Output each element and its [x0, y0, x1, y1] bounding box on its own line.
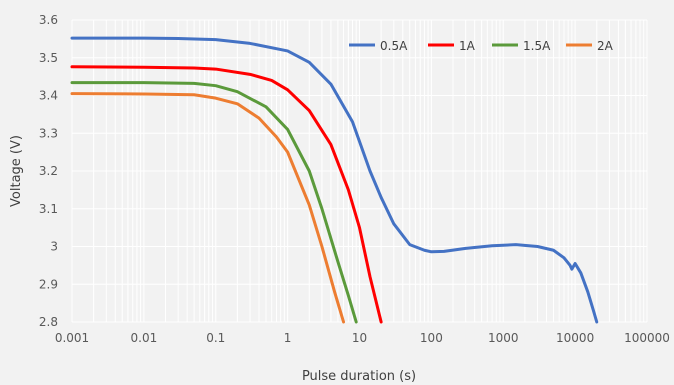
- series-line-1a: [70, 65, 383, 324]
- y-tick-label: 3.6: [39, 13, 58, 27]
- series-line-2a: [70, 92, 346, 324]
- legend-label: 2A: [597, 39, 614, 53]
- x-tick-label: 1000: [488, 331, 519, 345]
- x-tick-label: 10000: [556, 331, 594, 345]
- gridlines: [71, 19, 648, 323]
- x-tick-label: 0.001: [55, 331, 89, 345]
- x-tick-label: 0.01: [131, 331, 158, 345]
- x-tick-labels: 0.001 0.01 0.1 1 10 100 1000 10000 100000: [55, 331, 670, 345]
- x-tick-label: 100: [420, 331, 443, 345]
- legend-label: 1.5A: [523, 39, 551, 53]
- y-tick-label: 3.5: [39, 51, 58, 65]
- y-tick-label: 3: [50, 240, 58, 254]
- series-line-0-5a: [70, 36, 599, 324]
- x-tick-label: 0.1: [206, 331, 225, 345]
- y-tick-label: 3.1: [39, 202, 58, 216]
- legend-label: 0.5A: [380, 39, 408, 53]
- x-tick-label: 10: [352, 331, 367, 345]
- y-axis-title: Voltage (V): [9, 135, 24, 207]
- y-tick-labels: 2.8 2.9 3 3.1 3.2 3.3 3.4 3.5 3.6: [39, 13, 58, 329]
- series-lines: [70, 36, 599, 324]
- y-tick-label: 3.2: [39, 164, 58, 178]
- legend: 0.5A 1A 1.5A 2A: [349, 39, 614, 53]
- x-axis-title: Pulse duration (s): [302, 369, 416, 384]
- y-tick-label: 2.8: [39, 315, 58, 329]
- x-tick-label: 1: [284, 331, 292, 345]
- legend-label: 1A: [459, 39, 476, 53]
- y-tick-label: 2.9: [39, 277, 58, 291]
- series-line-1-5a: [70, 81, 358, 324]
- y-tick-label: 3.4: [39, 89, 58, 103]
- x-tick-label: 100000: [624, 331, 670, 345]
- y-tick-label: 3.3: [39, 126, 58, 140]
